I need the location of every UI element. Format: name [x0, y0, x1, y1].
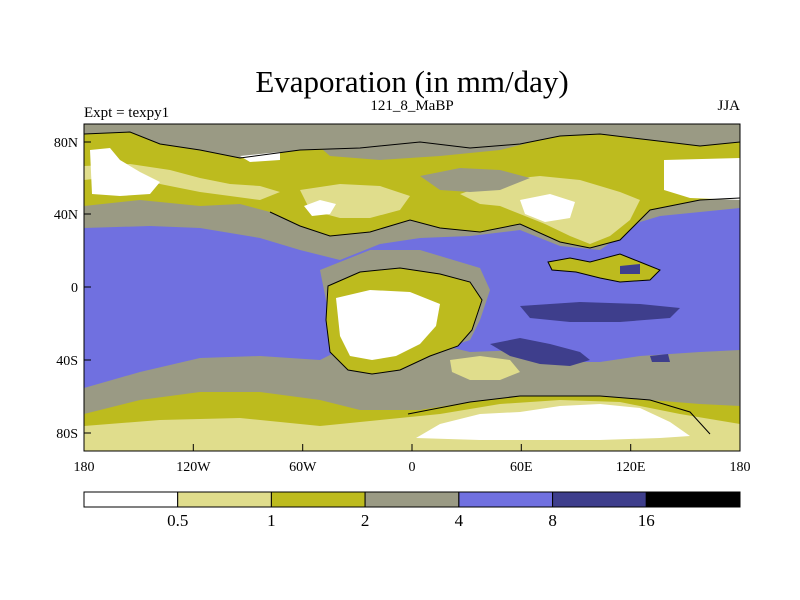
olive-land-seasia	[548, 254, 660, 282]
experiment-label: Expt = texpy1	[84, 105, 169, 121]
gray-patch-arctic	[300, 130, 540, 160]
white-north-west	[90, 148, 160, 196]
plot-title: Evaporation (in mm/day)	[255, 64, 568, 99]
darkblue-south-indian	[490, 338, 590, 366]
x-tick-label: 60E	[510, 460, 533, 475]
colorbar-swatch	[364, 491, 460, 508]
y-tick-label: 0	[71, 281, 78, 296]
x-tick-label: 180	[730, 460, 751, 475]
map-field	[84, 124, 740, 451]
y-tick-label: 80N	[54, 136, 78, 151]
colorbar-swatch	[177, 491, 272, 508]
colorbar-label: 4	[455, 511, 464, 530]
white-land-tropics	[336, 290, 440, 360]
colorbar-swatch	[458, 491, 554, 508]
y-tick-marks	[84, 141, 91, 434]
period-label: 121_8_MaBP	[370, 98, 453, 114]
colorbar-swatch	[83, 491, 179, 508]
colorbar	[83, 491, 741, 508]
season-label: JJA	[717, 98, 740, 114]
x-tick-label: 60W	[289, 460, 317, 475]
y-tick-label: 40N	[54, 208, 78, 223]
white-north-east	[664, 158, 740, 200]
x-tick-label: 120E	[616, 460, 646, 475]
colorbar-swatch	[270, 491, 366, 508]
white-europe-small	[304, 200, 336, 216]
colorbar-swatch	[552, 491, 647, 508]
gray-patch-siberia	[420, 168, 530, 192]
x-tick-label: 0	[409, 460, 416, 475]
darkblue-small-north	[620, 264, 640, 274]
x-tick-label: 120W	[176, 460, 211, 475]
lightyellow-southern-ocean-strip	[450, 356, 520, 380]
white-antarctica	[416, 404, 690, 440]
colorbar-label: 8	[548, 511, 557, 530]
y-tick-label: 40S	[56, 354, 78, 369]
colorbar-label: 1	[267, 511, 276, 530]
y-tick-label: 80S	[56, 427, 78, 442]
x-tick-label: 180	[74, 460, 95, 475]
white-asia-small	[520, 194, 575, 222]
colorbar-label: 0.5	[167, 511, 188, 530]
darkblue-small-east	[650, 354, 670, 362]
x-tick-marks	[83, 444, 741, 451]
colorbar-label: 16	[638, 511, 655, 530]
darkblue-tropical-pacific	[520, 302, 680, 322]
coastlines	[84, 131, 740, 435]
colorbar-swatch	[645, 491, 741, 508]
colorbar-label: 2	[361, 511, 370, 530]
